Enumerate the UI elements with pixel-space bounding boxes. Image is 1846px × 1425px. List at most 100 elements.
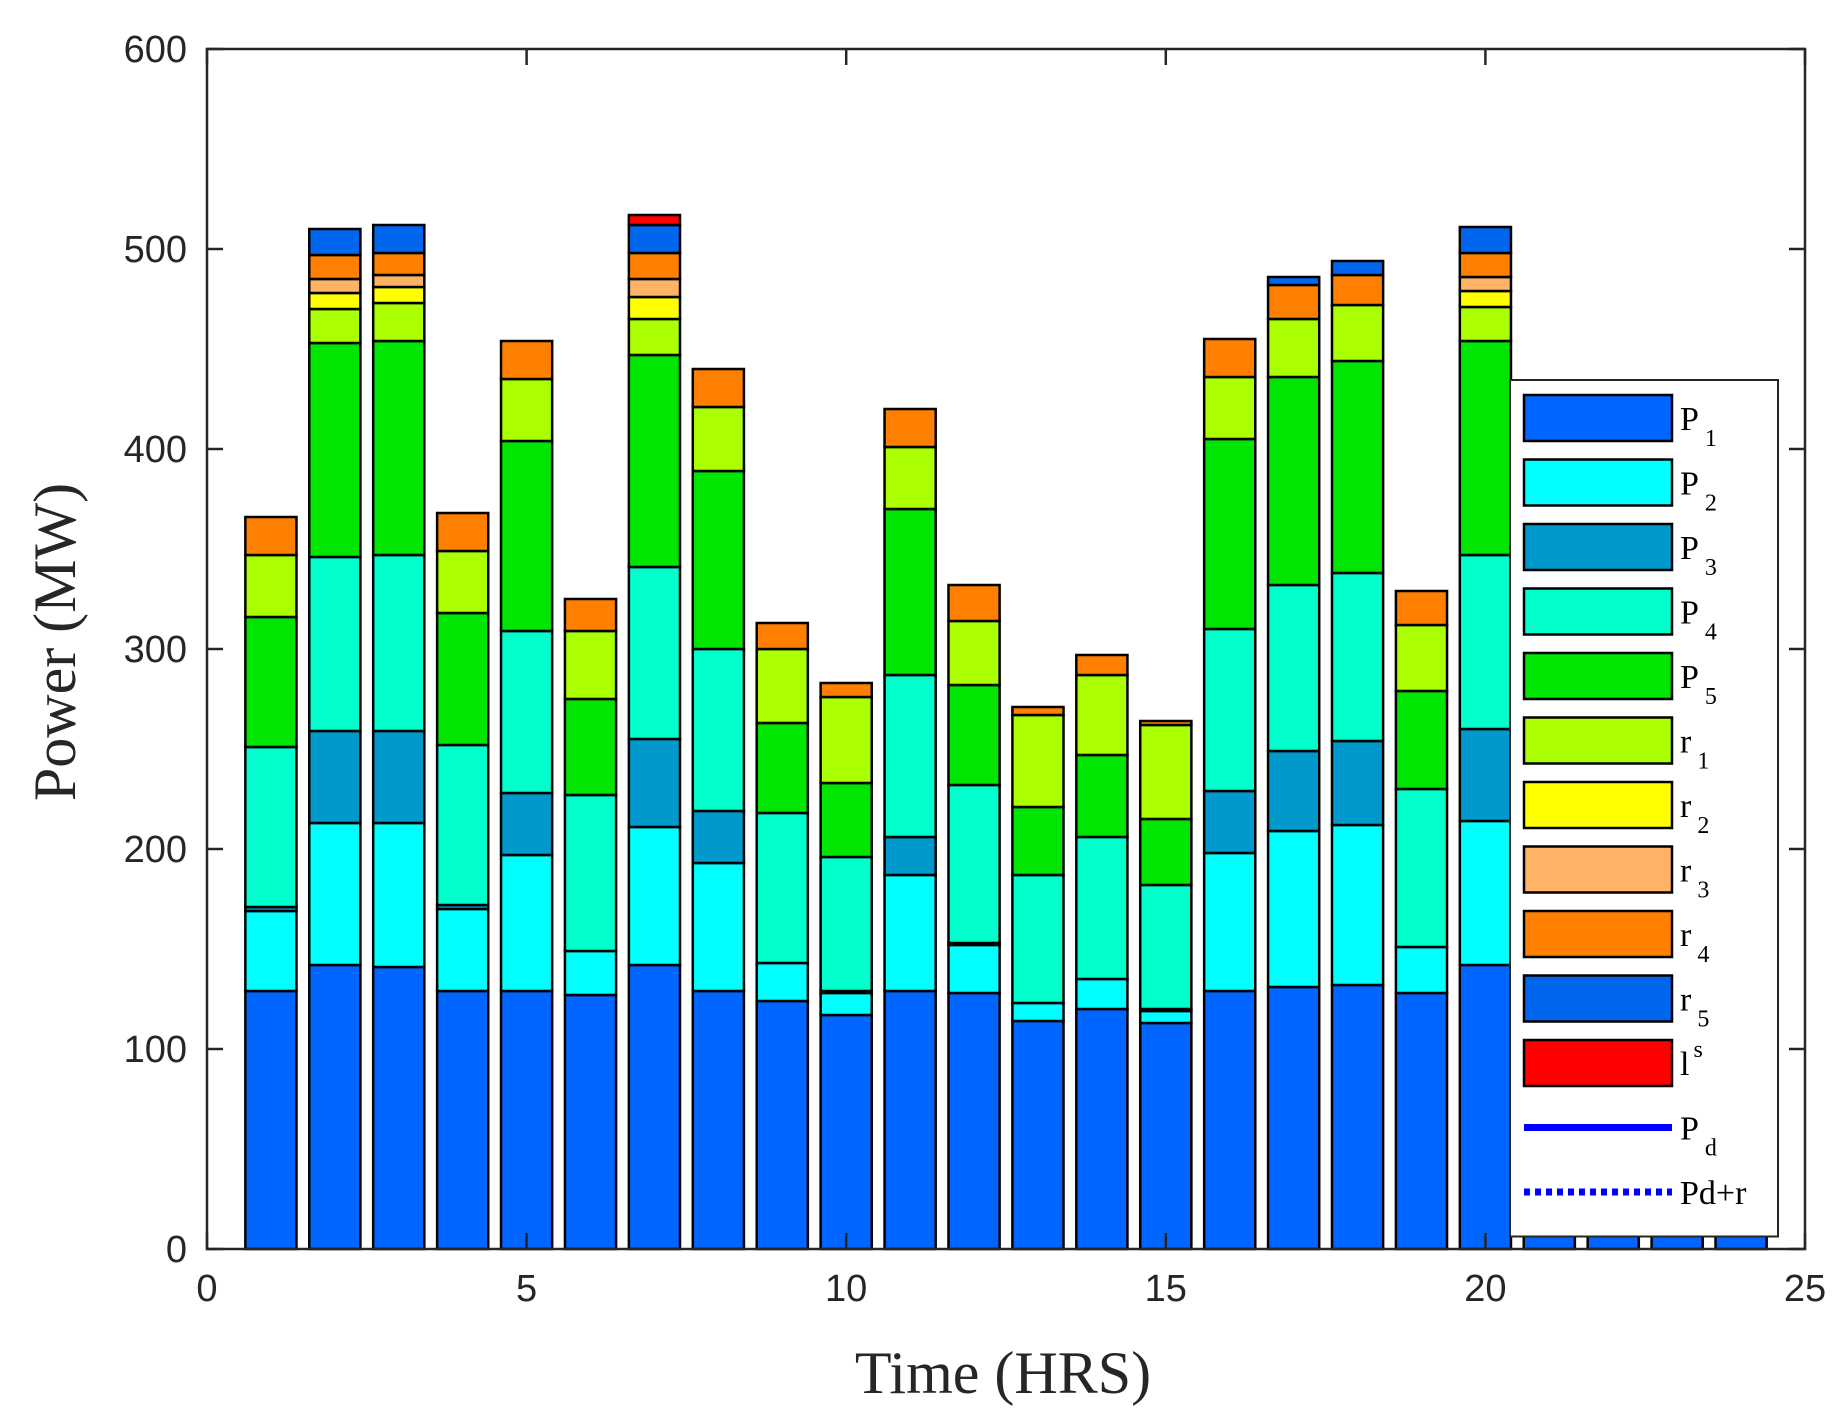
bar-segment-hr3-r2 xyxy=(371,285,426,305)
bar-segment-hr8-r4 xyxy=(691,367,746,409)
bar-segment-hr5-P3 xyxy=(499,791,554,857)
bar-segment-hr19-P2 xyxy=(1394,945,1449,995)
bar-segment-hr14-r4 xyxy=(1075,653,1129,677)
bar-segment-hr15-P2 xyxy=(1138,1009,1193,1025)
legend-label: P3 xyxy=(1680,530,1717,581)
legend-label: P1 xyxy=(1680,401,1717,452)
legend-label: P5 xyxy=(1680,659,1717,710)
bar-segment-hr3-P3 xyxy=(371,729,426,825)
bar-segment-hr20-P4 xyxy=(1458,553,1513,731)
bar-segment-hr14-r1 xyxy=(1075,673,1129,757)
bar-segment-hr17-P3 xyxy=(1266,749,1321,833)
bar-segment-hr4-r4 xyxy=(435,511,490,553)
bar-segment-hr20-r5 xyxy=(1458,225,1513,255)
bar-segment-hr1-P2 xyxy=(244,909,298,993)
bar-segment-hr19-r1 xyxy=(1394,623,1449,693)
bar-segment-hr16-P4 xyxy=(1202,627,1257,793)
bar-segment-hr17-r4 xyxy=(1266,283,1321,321)
bar-segment-hr7-r5 xyxy=(627,223,682,255)
bar-segment-hr11-P4 xyxy=(883,673,937,839)
bar-segment-hr14-P1 xyxy=(1075,1007,1129,1251)
bar-segment-hr19-P1 xyxy=(1394,991,1449,1251)
bar-segment-hr3-r1 xyxy=(371,301,426,343)
bar-segment-hr2-r1 xyxy=(308,307,362,345)
bar-segment-hr5-r1 xyxy=(499,377,554,443)
bar-segment-hr8-P1 xyxy=(691,989,746,1251)
legend-label: P2 xyxy=(1680,466,1717,517)
legend-swatch xyxy=(1522,909,1674,959)
bar-segment-hr9-P1 xyxy=(755,999,810,1251)
bar-segment-hr20-r4 xyxy=(1458,251,1513,279)
bar-segment-hr10-r1 xyxy=(819,695,874,785)
bar-segment-hr14-P4 xyxy=(1075,835,1129,981)
bar-segment-hr18-r5 xyxy=(1330,259,1385,277)
bar-segment-hr13-P1 xyxy=(1011,1019,1065,1251)
bar-segment-hr15-P5 xyxy=(1138,817,1193,887)
bar-segment-hr5-P5 xyxy=(499,439,554,633)
bar-segment-hr11-P5 xyxy=(883,507,937,677)
legend-label: r2 xyxy=(1680,788,1709,839)
bar-segment-hr17-P1 xyxy=(1266,985,1321,1251)
bar-segment-hr12-P5 xyxy=(947,683,1001,787)
bar-segment-hr7-P5 xyxy=(627,353,682,569)
bar-segment-hr8-r1 xyxy=(691,405,746,473)
x-tick-label: 20 xyxy=(1464,1268,1506,1310)
bar-segment-hr12-r4 xyxy=(947,583,1001,623)
bar-segment-hr20-r3 xyxy=(1458,275,1513,293)
bar-segment-hr10-P4 xyxy=(819,855,874,993)
bar-segment-hr13-r1 xyxy=(1011,713,1065,809)
legend-label: r1 xyxy=(1680,724,1709,775)
y-tick-label: 400 xyxy=(124,429,187,471)
bar-segment-hr7-P2 xyxy=(627,825,682,967)
legend-label: r3 xyxy=(1680,853,1709,904)
bar-segment-hr18-P1 xyxy=(1330,983,1385,1251)
bar-segment-hr20-P3 xyxy=(1458,727,1513,823)
bar-segment-hr15-r4 xyxy=(1138,719,1193,727)
bar-segment-hr20-r2 xyxy=(1458,289,1513,309)
bar-segment-hr17-P2 xyxy=(1266,829,1321,989)
bar-segment-hr1-P4 xyxy=(244,745,298,909)
bar-segment-hr17-P4 xyxy=(1266,583,1321,753)
bar-segment-hr20-P2 xyxy=(1458,819,1513,967)
bar-segment-hr3-P1 xyxy=(371,965,426,1251)
bar-segment-hr16-P5 xyxy=(1202,437,1257,631)
bar-segment-hr13-P2 xyxy=(1011,1001,1065,1023)
bar-segment-hr11-P2 xyxy=(883,873,937,993)
bar-segment-hr1-P1 xyxy=(244,989,298,1251)
bar-segment-hr2-P4 xyxy=(308,555,362,733)
bar-segment-hr1-r1 xyxy=(244,553,298,619)
bar-segment-hr4-P4 xyxy=(435,743,490,907)
bar-segment-hr10-P1 xyxy=(819,1013,874,1251)
bar-segment-hr7-P3 xyxy=(627,737,682,829)
bar-segment-hr19-P5 xyxy=(1394,689,1449,791)
bar-segment-hr2-r2 xyxy=(308,291,362,311)
bar-segment-hr18-r1 xyxy=(1330,303,1385,363)
bar-segment-hr2-r4 xyxy=(308,253,362,281)
bar-segment-hr6-P4 xyxy=(563,793,618,953)
bar-segment-hr7-ls xyxy=(627,213,682,227)
legend-swatch xyxy=(1522,522,1674,572)
bar-segment-hr8-P5 xyxy=(691,469,746,651)
legend-label: r5 xyxy=(1680,982,1709,1033)
bar-segment-hr16-r4 xyxy=(1202,337,1257,379)
bar-segment-hr11-r4 xyxy=(883,407,937,449)
bar-segment-hr17-r1 xyxy=(1266,317,1321,379)
bar-segment-hr7-r2 xyxy=(627,295,682,321)
y-tick-label: 300 xyxy=(124,629,187,671)
legend-label: Pd xyxy=(1680,1111,1717,1162)
bar-segment-hr14-P5 xyxy=(1075,753,1129,839)
bar-segment-hr4-r1 xyxy=(435,549,490,615)
bar-segment-hr3-P5 xyxy=(371,339,426,557)
legend-swatch xyxy=(1522,587,1674,636)
bar-segment-hr3-P2 xyxy=(371,821,426,969)
bar-segment-hr2-P1 xyxy=(308,963,362,1251)
legend-swatch xyxy=(1522,780,1674,830)
bar-segment-hr9-r1 xyxy=(755,647,810,725)
bar-segment-hr20-P5 xyxy=(1458,339,1513,557)
bar-segment-hr6-P5 xyxy=(563,697,618,797)
bar-segment-hr13-P5 xyxy=(1011,805,1065,877)
bar-segment-hr5-P4 xyxy=(499,629,554,795)
bar-segment-hr15-P4 xyxy=(1138,883,1193,1011)
bar-segment-hr2-r5 xyxy=(308,227,362,257)
